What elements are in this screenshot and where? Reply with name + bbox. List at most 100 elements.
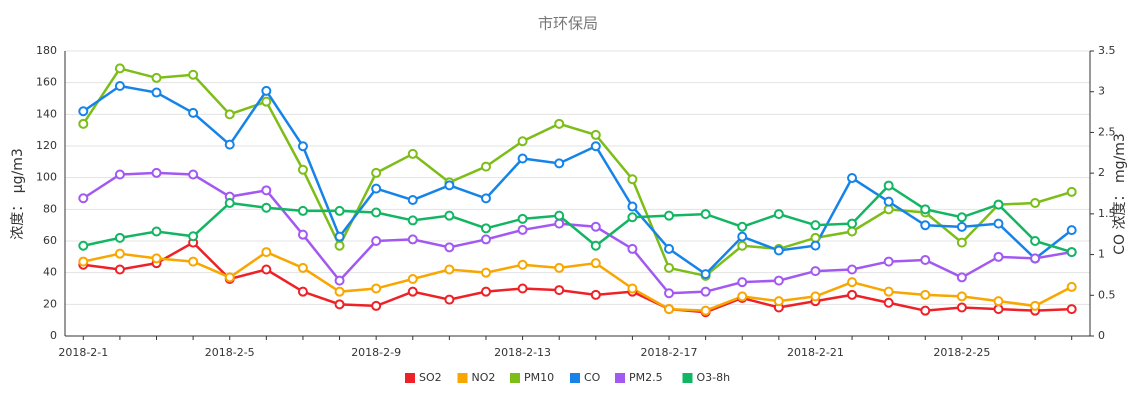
x-tick-label: 2018-2-17 <box>641 346 698 359</box>
data-point <box>737 277 748 288</box>
data-point <box>407 274 418 284</box>
legend-label: NO2 <box>472 371 496 384</box>
y-tick-label: 20 <box>43 297 57 310</box>
data-point <box>700 286 711 297</box>
y-tick-label: 0 <box>50 329 57 342</box>
data-point <box>480 234 491 245</box>
data-point <box>664 288 675 299</box>
data-point <box>956 272 967 283</box>
data-point <box>407 195 418 206</box>
data-point <box>554 158 565 169</box>
data-point <box>334 205 345 216</box>
legend-label: PM10 <box>524 371 554 384</box>
legend-swatch <box>405 373 415 383</box>
series-line <box>83 183 1073 254</box>
data-point <box>151 167 162 178</box>
y-tick-label: 120 <box>36 139 57 152</box>
y2-tick-label: 2 <box>1098 166 1105 179</box>
data-point <box>1030 253 1041 264</box>
y-axis-title: 浓度： μg/m3 <box>10 148 26 240</box>
data-point <box>517 259 528 270</box>
data-point <box>297 286 308 297</box>
y2-tick-label: 3.5 <box>1098 44 1116 57</box>
data-point <box>334 299 345 310</box>
data-point <box>407 286 418 297</box>
data-point <box>297 164 308 175</box>
data-point <box>1066 247 1077 258</box>
data-point <box>993 304 1004 315</box>
legend-label: PM2.5 <box>629 371 663 384</box>
data-point <box>590 129 601 140</box>
data-point <box>590 221 601 232</box>
data-point <box>480 223 491 234</box>
data-point <box>737 240 748 251</box>
data-point <box>993 296 1004 307</box>
data-point <box>114 81 125 92</box>
x-tick-label: 2018-2-5 <box>205 346 255 359</box>
data-point <box>883 286 894 297</box>
data-point <box>114 169 125 180</box>
legend-swatch <box>510 373 520 383</box>
data-point <box>371 300 382 311</box>
data-point <box>554 118 565 129</box>
data-point <box>590 258 601 269</box>
data-point <box>444 264 455 275</box>
data-point <box>700 209 711 220</box>
data-point <box>517 283 528 294</box>
data-point <box>737 231 748 242</box>
data-point <box>78 193 89 204</box>
data-point <box>883 196 894 207</box>
data-point <box>297 205 308 216</box>
data-point <box>114 264 125 275</box>
chart-title: 市环保局 <box>538 15 598 33</box>
y-tick-label: 80 <box>43 202 57 215</box>
legend-label: SO2 <box>419 371 442 384</box>
legend-swatch <box>570 373 580 383</box>
data-point <box>1066 186 1077 197</box>
data-point <box>920 204 931 215</box>
data-point <box>224 272 235 283</box>
data-point <box>444 180 455 191</box>
legend-label: O3-8h <box>697 371 731 384</box>
data-point <box>554 218 565 229</box>
x-tick-label: 2018-2-25 <box>933 346 990 359</box>
data-point <box>883 180 894 191</box>
data-point <box>664 304 675 315</box>
legend-swatch <box>682 373 693 383</box>
data-point <box>810 266 821 277</box>
data-point <box>188 107 199 118</box>
data-point <box>883 256 894 267</box>
data-point <box>773 245 784 256</box>
data-point <box>773 275 784 286</box>
data-point <box>78 240 89 251</box>
x-tick-label: 2018-2-1 <box>58 346 108 359</box>
data-point <box>78 118 89 129</box>
data-point <box>517 224 528 235</box>
data-point <box>920 289 931 300</box>
data-point <box>847 277 858 288</box>
data-point <box>151 253 162 264</box>
data-point <box>993 251 1004 262</box>
data-point <box>956 221 967 232</box>
data-point <box>773 209 784 220</box>
legend-swatch <box>457 373 468 383</box>
y-tick-label: 180 <box>36 44 57 57</box>
data-point <box>554 285 565 296</box>
y2-tick-label: 0.5 <box>1098 288 1116 301</box>
data-point <box>627 174 638 185</box>
data-point <box>737 291 748 302</box>
data-point <box>407 234 418 245</box>
data-point <box>188 231 199 242</box>
data-point <box>956 291 967 302</box>
data-point <box>517 136 528 147</box>
y-tick-label: 40 <box>43 266 57 279</box>
data-point <box>1030 198 1041 208</box>
data-point <box>700 305 711 316</box>
data-point <box>371 167 382 178</box>
data-point <box>664 210 675 221</box>
data-point <box>334 231 345 242</box>
data-point <box>700 269 711 280</box>
series-line <box>83 241 1072 314</box>
data-point <box>627 201 638 212</box>
data-point <box>956 302 967 313</box>
